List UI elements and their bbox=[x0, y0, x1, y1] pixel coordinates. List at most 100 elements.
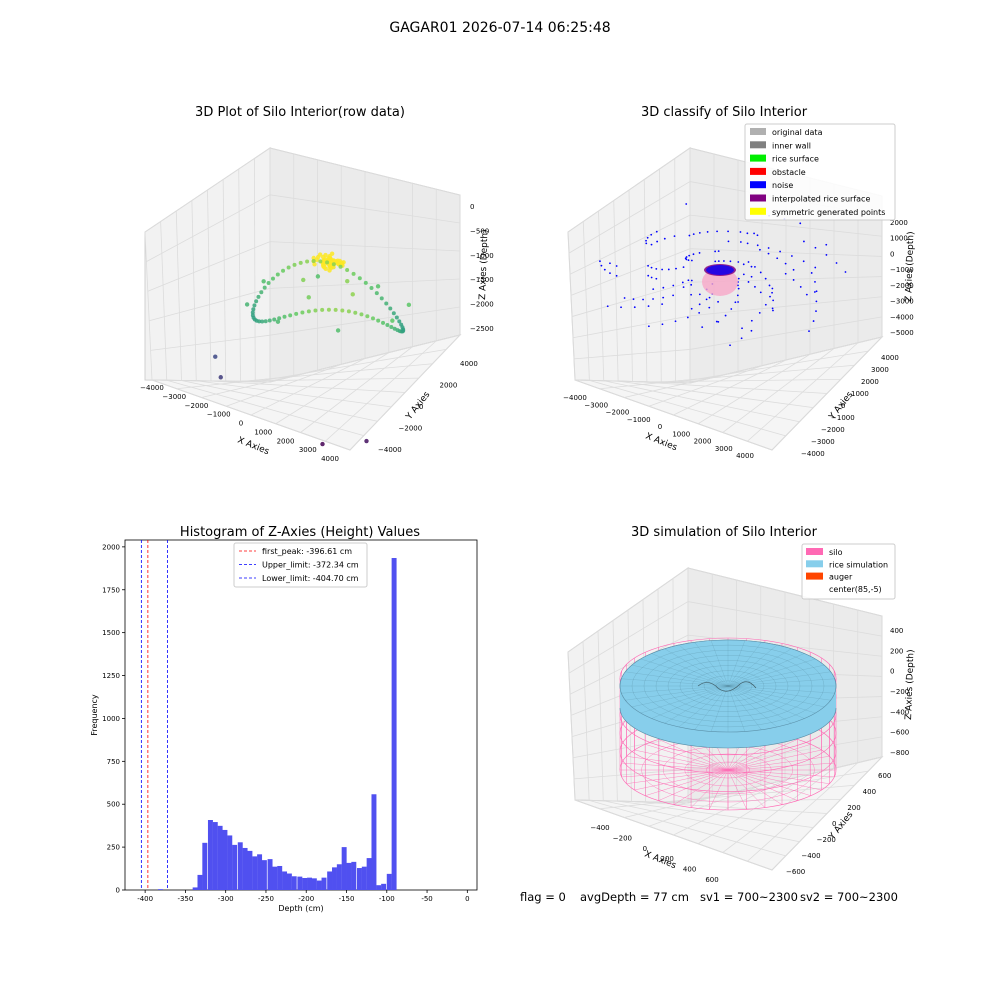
rice-mesh-spoke bbox=[727, 664, 825, 687]
grid-line bbox=[574, 379, 773, 451]
classify-z-tick-label: 0 bbox=[890, 250, 894, 258]
rice-mesh-spoke bbox=[727, 685, 831, 701]
rice-mesh-spoke bbox=[727, 653, 805, 687]
silo-floor-spoke bbox=[658, 769, 729, 801]
silo-floor-spoke bbox=[727, 769, 822, 791]
noise-point bbox=[661, 268, 664, 271]
noise-point bbox=[667, 268, 670, 271]
noise-point bbox=[647, 305, 650, 308]
noise-point bbox=[701, 326, 704, 329]
histogram-bar bbox=[192, 887, 198, 890]
raw-data-point bbox=[262, 285, 267, 290]
legend-swatch bbox=[750, 194, 766, 202]
noise-point bbox=[692, 253, 695, 256]
grid-line bbox=[687, 756, 883, 804]
noise-point bbox=[722, 260, 725, 262]
simulation-x-ticks: −400 −200 0 200 400 600 bbox=[590, 824, 718, 884]
raw-data-point bbox=[313, 308, 318, 313]
noise-point bbox=[792, 268, 795, 271]
classify-x-tick-label: 4000 bbox=[736, 452, 754, 460]
grid-line bbox=[675, 350, 869, 384]
simulation-x-tick-label: −400 bbox=[590, 824, 609, 832]
silo-floor-spoke bbox=[621, 769, 729, 778]
classify-legend-entries: original data inner wall rice surface obsta… bbox=[750, 128, 885, 217]
raw-z-ticks: 0 −500 −1000 −1500 −2000 −2500 bbox=[470, 203, 494, 333]
noise-point bbox=[655, 268, 658, 270]
noise-point bbox=[681, 281, 684, 284]
classify-y-tick-label: 4000 bbox=[881, 354, 899, 362]
rice-depression bbox=[697, 681, 757, 692]
classify-z-axis-label: Z Axies (Depth) bbox=[904, 231, 916, 302]
raw-data-point bbox=[277, 316, 282, 321]
rice-mesh-spoke bbox=[678, 644, 729, 687]
grid-line bbox=[191, 200, 197, 381]
raw-data-point bbox=[270, 276, 275, 281]
noise-point bbox=[682, 266, 685, 268]
simulation-y-tick-label: 0 bbox=[832, 820, 836, 828]
raw-data-point bbox=[394, 315, 399, 320]
classify-x-tick-label: 1000 bbox=[672, 430, 690, 438]
histogram-bar bbox=[302, 877, 308, 890]
noise-point bbox=[747, 261, 750, 263]
histogram-bar bbox=[346, 862, 352, 890]
raw-plot-title: 3D Plot of Silo Interior(row data) bbox=[195, 105, 405, 120]
histogram-bars bbox=[158, 558, 397, 890]
noise-point bbox=[815, 300, 818, 303]
raw-data-point bbox=[388, 306, 393, 311]
noise-point bbox=[756, 234, 759, 237]
histogram-bar bbox=[158, 889, 163, 890]
simulation-z-tick-label: −800 bbox=[890, 749, 909, 757]
noise-point bbox=[663, 237, 666, 240]
noise-point bbox=[705, 298, 708, 301]
noise-point bbox=[642, 298, 644, 301]
noise-point bbox=[742, 273, 745, 276]
noise-point bbox=[692, 233, 695, 236]
noise-point bbox=[662, 296, 665, 299]
raw-data-point bbox=[282, 314, 287, 319]
noise-point bbox=[737, 301, 739, 303]
grid-line bbox=[166, 379, 364, 437]
grid-line bbox=[255, 348, 447, 383]
classify-z-ticks: 2000 1000 0 −1000 −2000 −3000 −4000 −5000 bbox=[890, 219, 914, 337]
silo-floor-spoke bbox=[673, 769, 729, 805]
classify-y-tick-label: 1000 bbox=[851, 390, 869, 398]
simulation-z-axis-label: Z Axies (Depth) bbox=[904, 649, 916, 720]
histogram-bar bbox=[381, 883, 387, 890]
noise-point bbox=[799, 222, 802, 225]
noise-point bbox=[684, 257, 687, 260]
grid-line bbox=[160, 221, 168, 381]
simulation-legend: silo rice simulation auger center(85,-5) bbox=[801, 543, 896, 600]
simulation-y-tick-label: −600 bbox=[786, 868, 805, 876]
classify-z-tick-label: 1000 bbox=[890, 235, 908, 243]
noise-point bbox=[698, 231, 701, 234]
grid-line bbox=[207, 189, 212, 382]
silo-floor-spoke bbox=[727, 744, 811, 771]
raw-data-point bbox=[298, 260, 303, 265]
classify-data-points bbox=[599, 203, 847, 347]
raw-x-ticks: −4000−3000−2000−1000 0 1000 2000 3000 4000 bbox=[140, 384, 339, 463]
grid-line bbox=[589, 379, 786, 437]
classify-y-tick-label: 0 bbox=[841, 402, 845, 410]
histogram-bar bbox=[366, 858, 372, 890]
noise-point bbox=[655, 277, 658, 280]
rice-mesh-spoke bbox=[678, 685, 729, 728]
raw-data-point bbox=[263, 319, 268, 324]
histogram-bar bbox=[217, 825, 223, 890]
rice-mesh-spoke bbox=[727, 648, 792, 687]
histogram-y-axis-label: Frequency bbox=[90, 694, 99, 736]
grid-line bbox=[181, 380, 378, 422]
noise-point bbox=[661, 323, 664, 326]
noise-point bbox=[754, 285, 756, 288]
raw-data-point bbox=[346, 309, 351, 314]
raw-data-point bbox=[340, 308, 345, 313]
grid-line bbox=[572, 296, 883, 339]
noise-point bbox=[645, 242, 648, 245]
raw-data-point bbox=[320, 441, 325, 447]
raw-x-tick-label: −4000 bbox=[140, 384, 164, 392]
x-tick-label: -100 bbox=[379, 895, 395, 903]
raw-data-point bbox=[260, 319, 265, 324]
raw-data-point bbox=[397, 319, 402, 324]
